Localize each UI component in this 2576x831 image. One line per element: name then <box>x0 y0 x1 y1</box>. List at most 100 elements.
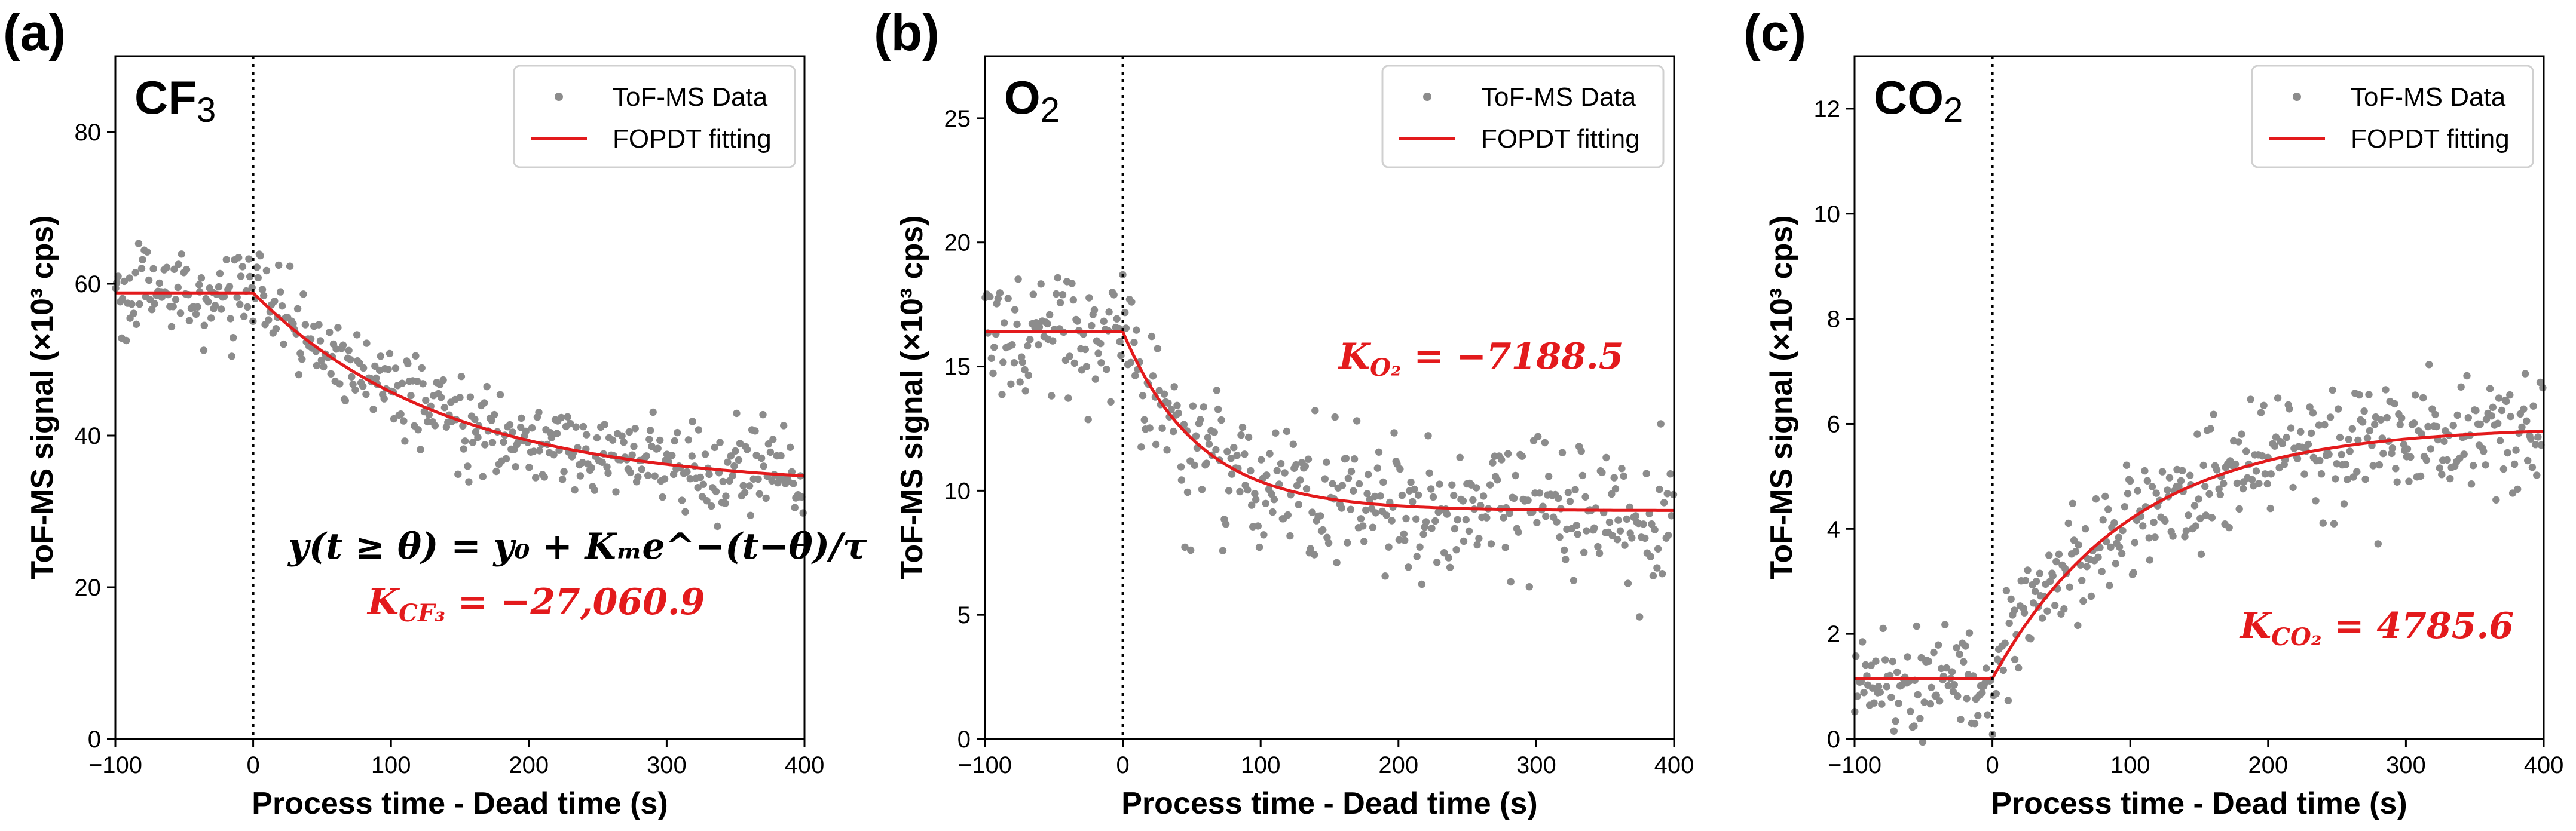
data-point <box>286 262 294 270</box>
data-point <box>1641 534 1649 542</box>
data-point <box>1507 578 1515 586</box>
data-point <box>317 356 325 364</box>
data-point <box>174 283 182 292</box>
data-point <box>1289 440 1297 448</box>
data-point <box>1037 280 1045 288</box>
data-point <box>362 390 370 398</box>
data-point <box>326 329 334 336</box>
data-point <box>336 380 344 388</box>
data-point <box>2001 639 2009 647</box>
data-point <box>1443 510 1451 518</box>
data-point <box>1852 652 1860 660</box>
data-point <box>532 474 540 482</box>
data-point <box>1082 363 1091 370</box>
legend-label: ToF-MS Data <box>2351 82 2506 112</box>
data-point <box>149 265 157 273</box>
data-point <box>419 380 427 388</box>
data-point <box>766 448 775 456</box>
data-point <box>1347 505 1355 513</box>
data-point <box>2523 417 2531 425</box>
data-point <box>1244 433 1253 441</box>
data-point <box>659 493 666 501</box>
data-point <box>2489 403 2497 411</box>
legend: ToF-MS Data FOPDT fitting <box>1381 65 1665 168</box>
data-point <box>2534 433 2542 441</box>
data-point <box>2020 609 2029 617</box>
data-point <box>509 428 516 436</box>
data-point <box>1398 491 1406 499</box>
data-point <box>2486 385 2494 392</box>
data-point <box>2449 422 2457 430</box>
data-point <box>1236 487 1244 496</box>
data-point <box>1598 468 1606 477</box>
data-point <box>1286 532 1294 540</box>
data-point <box>469 439 477 446</box>
data-point <box>2029 599 2037 607</box>
data-point <box>2151 533 2159 541</box>
data-point <box>1146 424 1154 432</box>
data-point <box>143 248 151 256</box>
data-point <box>656 436 664 444</box>
data-point <box>1475 535 1483 542</box>
data-point <box>2371 421 2379 428</box>
data-point <box>739 482 747 490</box>
data-point <box>1133 326 1140 334</box>
data-point <box>2480 447 2488 455</box>
x-tick-label: 200 <box>2248 752 2288 778</box>
data-point <box>651 472 659 480</box>
data-point <box>684 436 693 444</box>
data-point <box>2110 519 2118 527</box>
data-point <box>2379 449 2387 458</box>
data-point <box>2202 511 2210 519</box>
data-point <box>2255 480 2263 487</box>
legend-label: FOPDT fitting <box>1481 124 1640 154</box>
data-point <box>2297 428 2305 436</box>
data-point <box>2333 460 2341 468</box>
data-point <box>2119 526 2127 535</box>
data-point <box>1879 624 1887 633</box>
data-point <box>230 334 237 342</box>
data-point <box>2528 464 2537 471</box>
plot-frame <box>114 55 806 740</box>
data-point <box>2021 577 2030 584</box>
data-point <box>1578 471 1587 480</box>
data-point <box>649 408 657 416</box>
data-point <box>2193 430 2201 438</box>
data-point <box>1608 532 1616 539</box>
data-point <box>134 240 143 247</box>
data-point <box>1656 485 1663 493</box>
data-point <box>2161 517 2169 525</box>
data-point <box>645 436 653 443</box>
data-point <box>1260 531 1268 539</box>
data-point <box>1350 487 1357 495</box>
data-point <box>2340 500 2348 508</box>
data-point <box>200 346 208 354</box>
data-point <box>799 509 807 517</box>
data-point <box>1266 450 1274 458</box>
y-tick-label: 10 <box>1814 201 1841 228</box>
legend-label: ToF-MS Data <box>1481 82 1636 112</box>
data-point <box>1254 522 1262 530</box>
data-point <box>1859 638 1867 646</box>
data-point <box>2524 456 2532 465</box>
data-point <box>780 422 788 430</box>
data-point <box>1321 475 1329 483</box>
data-point <box>754 475 762 483</box>
data-point <box>1100 317 1108 325</box>
data-point <box>764 440 773 448</box>
data-point <box>1344 539 1351 547</box>
data-point <box>1910 722 1918 730</box>
data-point <box>530 447 538 455</box>
data-point <box>377 352 384 360</box>
data-point <box>1535 489 1544 497</box>
data-point <box>1459 497 1467 505</box>
data-point <box>518 414 525 422</box>
data-point <box>2335 405 2342 413</box>
data-point <box>1097 339 1105 348</box>
data-point <box>1304 455 1313 463</box>
data-point <box>1372 509 1379 517</box>
data-point <box>176 309 185 317</box>
data-point <box>1307 545 1314 553</box>
data-point <box>757 454 766 462</box>
data-point <box>2049 572 2057 579</box>
